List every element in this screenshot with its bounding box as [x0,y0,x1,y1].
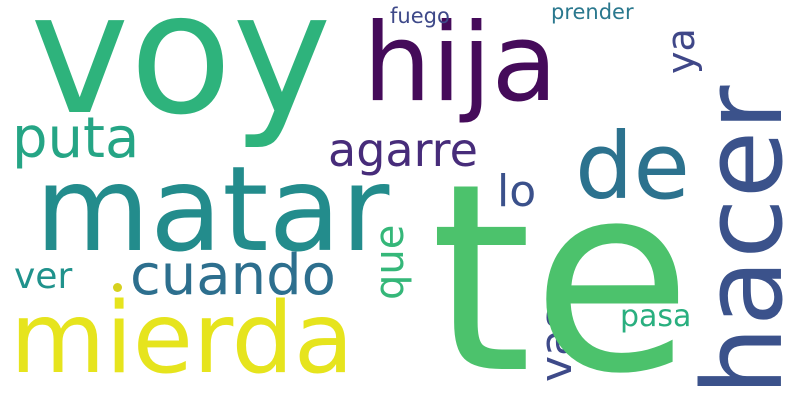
word-lo: lo [497,166,537,217]
word-agarre: agarre [328,123,478,177]
word-pasa: pasa [620,299,692,334]
word-mierda: mierda [10,282,354,396]
word-ya: ya [659,28,703,74]
word-hija: hija [363,1,558,126]
word-hacer: hacer [679,85,800,396]
word-te: te [430,129,692,400]
word-que: que [367,224,413,300]
word-de: de [575,113,690,220]
word-matar: matar [35,140,390,278]
word-cuando: cuando [130,243,336,308]
word-voy: voy [30,0,332,152]
word-ver: ver [14,256,73,297]
word-prender: prender [551,0,634,24]
yellow-dot [113,283,122,292]
word-puta: puta [12,106,140,171]
word-fuego: fuego [390,4,450,28]
